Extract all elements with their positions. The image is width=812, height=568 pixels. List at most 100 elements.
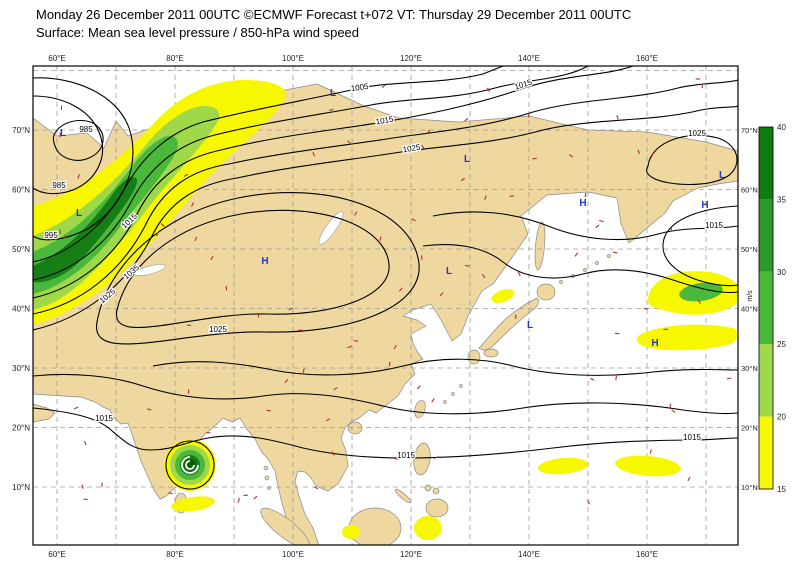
pressure-center-L: L xyxy=(719,170,725,181)
colorbar-segment xyxy=(759,271,773,345)
lon-label-top: 60°E xyxy=(48,54,65,63)
wind-tick-mark xyxy=(439,292,444,297)
colorbar-tick: 35 xyxy=(777,195,786,204)
wind-tick-mark xyxy=(671,409,676,413)
wind-tick-mark xyxy=(726,377,732,380)
island-kuril-4 xyxy=(595,261,599,265)
lon-label-bottom: 100°E xyxy=(282,550,304,559)
lon-label-top: 120°E xyxy=(400,54,422,63)
island-visayas-1 xyxy=(424,484,432,492)
wind-tick-mark xyxy=(83,498,88,501)
pressure-contour-label: 985 xyxy=(79,125,93,134)
island-kyushu xyxy=(467,349,481,365)
pressure-contour xyxy=(96,192,420,345)
island-kuril-3 xyxy=(583,268,587,272)
wind-tick-mark xyxy=(379,236,382,241)
pressure-contour xyxy=(33,407,738,459)
lat-label-right: 60°N xyxy=(741,186,758,195)
wind-tick-mark xyxy=(637,149,641,154)
graticule xyxy=(33,66,738,545)
island-kuril-5 xyxy=(607,254,611,258)
colorbar-unit: m/s xyxy=(747,290,754,302)
lake-baikal xyxy=(318,211,344,245)
wind-tick-mark xyxy=(595,224,600,229)
wind-tick-mark xyxy=(670,227,673,232)
lat-label-right: 70°N xyxy=(741,126,758,135)
cyclone-spiral xyxy=(181,456,199,474)
pressure-center-H: H xyxy=(701,200,708,211)
wind-area-south-3 xyxy=(342,525,360,539)
lat-label-left: 50°N xyxy=(12,245,30,254)
wind-area-pacific-green xyxy=(679,282,723,302)
colorbar-tick: 20 xyxy=(777,413,786,422)
pressure-contour xyxy=(33,105,738,331)
wind-tick-mark xyxy=(210,255,214,261)
wind-tick-mark xyxy=(313,486,319,490)
lat-label-left: 60°N xyxy=(12,186,30,195)
lake-balkhash xyxy=(134,264,166,276)
pressure-contour xyxy=(33,66,589,281)
pressure-contour-label: 995 xyxy=(44,231,58,240)
pressure-contour xyxy=(33,373,738,415)
wind-tick-mark xyxy=(312,151,315,157)
wind-speed-legend: 40 35 30 25 20 15 m/s xyxy=(747,123,786,494)
wind-tick-mark xyxy=(484,195,487,201)
pressure-contour-label: 1015 xyxy=(95,414,113,423)
wind-tick-mark xyxy=(381,84,386,89)
wind-tick-mark xyxy=(353,340,359,342)
island-sakhalin xyxy=(534,221,546,271)
lat-label-right: 40°N xyxy=(741,305,758,314)
island-kuril-1 xyxy=(559,280,563,284)
wind-tick-mark xyxy=(487,87,490,93)
colorbar-segment xyxy=(759,199,773,272)
pressure-contour-label: 1025 xyxy=(688,129,706,138)
lon-label-top: 140°E xyxy=(518,54,540,63)
island-shikoku xyxy=(483,348,499,358)
colorbar-segment xyxy=(759,127,773,200)
wind-tick-mark xyxy=(333,387,338,391)
lat-label-right: 20°N xyxy=(741,424,758,433)
colorbar-tick: 30 xyxy=(777,268,786,277)
wind-tick-mark xyxy=(191,202,194,207)
wind-tick-mark xyxy=(615,375,617,381)
wind-tick-mark xyxy=(354,211,358,216)
wind-tick-mark xyxy=(669,403,672,409)
island-hokkaido xyxy=(536,283,556,301)
wind-tick-mark xyxy=(464,117,469,122)
island-taiwan xyxy=(414,399,426,419)
pressure-contour xyxy=(152,358,738,376)
wind-tick-mark xyxy=(599,219,604,223)
island-andaman-1 xyxy=(263,465,269,471)
map-frame xyxy=(32,65,739,546)
pressure-contour-label: 1015 xyxy=(397,451,415,460)
island-sumatra xyxy=(260,507,310,545)
lat-label-right: 30°N xyxy=(741,364,758,373)
wind-tick-mark xyxy=(616,115,619,120)
wind-tick-mark xyxy=(584,192,587,198)
lat-label-right: 50°N xyxy=(741,245,758,254)
colorbar-tick: 15 xyxy=(777,485,786,494)
wind-tick-mark xyxy=(194,236,198,242)
colorbar-tick: 40 xyxy=(777,123,786,132)
wind-tick-mark xyxy=(329,108,334,112)
colorbar-segment xyxy=(759,344,773,417)
wind-tick-mark xyxy=(509,195,515,198)
wind-tick-mark xyxy=(416,385,421,390)
wind-tick-mark xyxy=(481,273,486,279)
wind-tick-mark xyxy=(347,140,352,145)
lon-label-bottom: 160°E xyxy=(636,550,658,559)
lat-label-right: 10°N xyxy=(741,483,758,492)
wind-tick-mark xyxy=(237,498,240,503)
pressure-center-L: L xyxy=(330,88,336,99)
wind-tick-mark xyxy=(687,476,691,482)
wind-area-south-2 xyxy=(615,455,681,477)
lat-label-left: 40°N xyxy=(12,305,30,314)
pressure-contour xyxy=(33,79,738,315)
wind-tick-mark xyxy=(243,494,248,497)
axis-label-layer: 60°E 80°E 100°E 120°E 140°E 160°E 60°E 80°E 100°… xyxy=(12,54,758,559)
colorbar-tick: 25 xyxy=(777,340,786,349)
wind-tick-mark xyxy=(587,500,590,505)
wind-tick-mark xyxy=(650,153,654,158)
wind-tick-mark xyxy=(77,174,81,179)
